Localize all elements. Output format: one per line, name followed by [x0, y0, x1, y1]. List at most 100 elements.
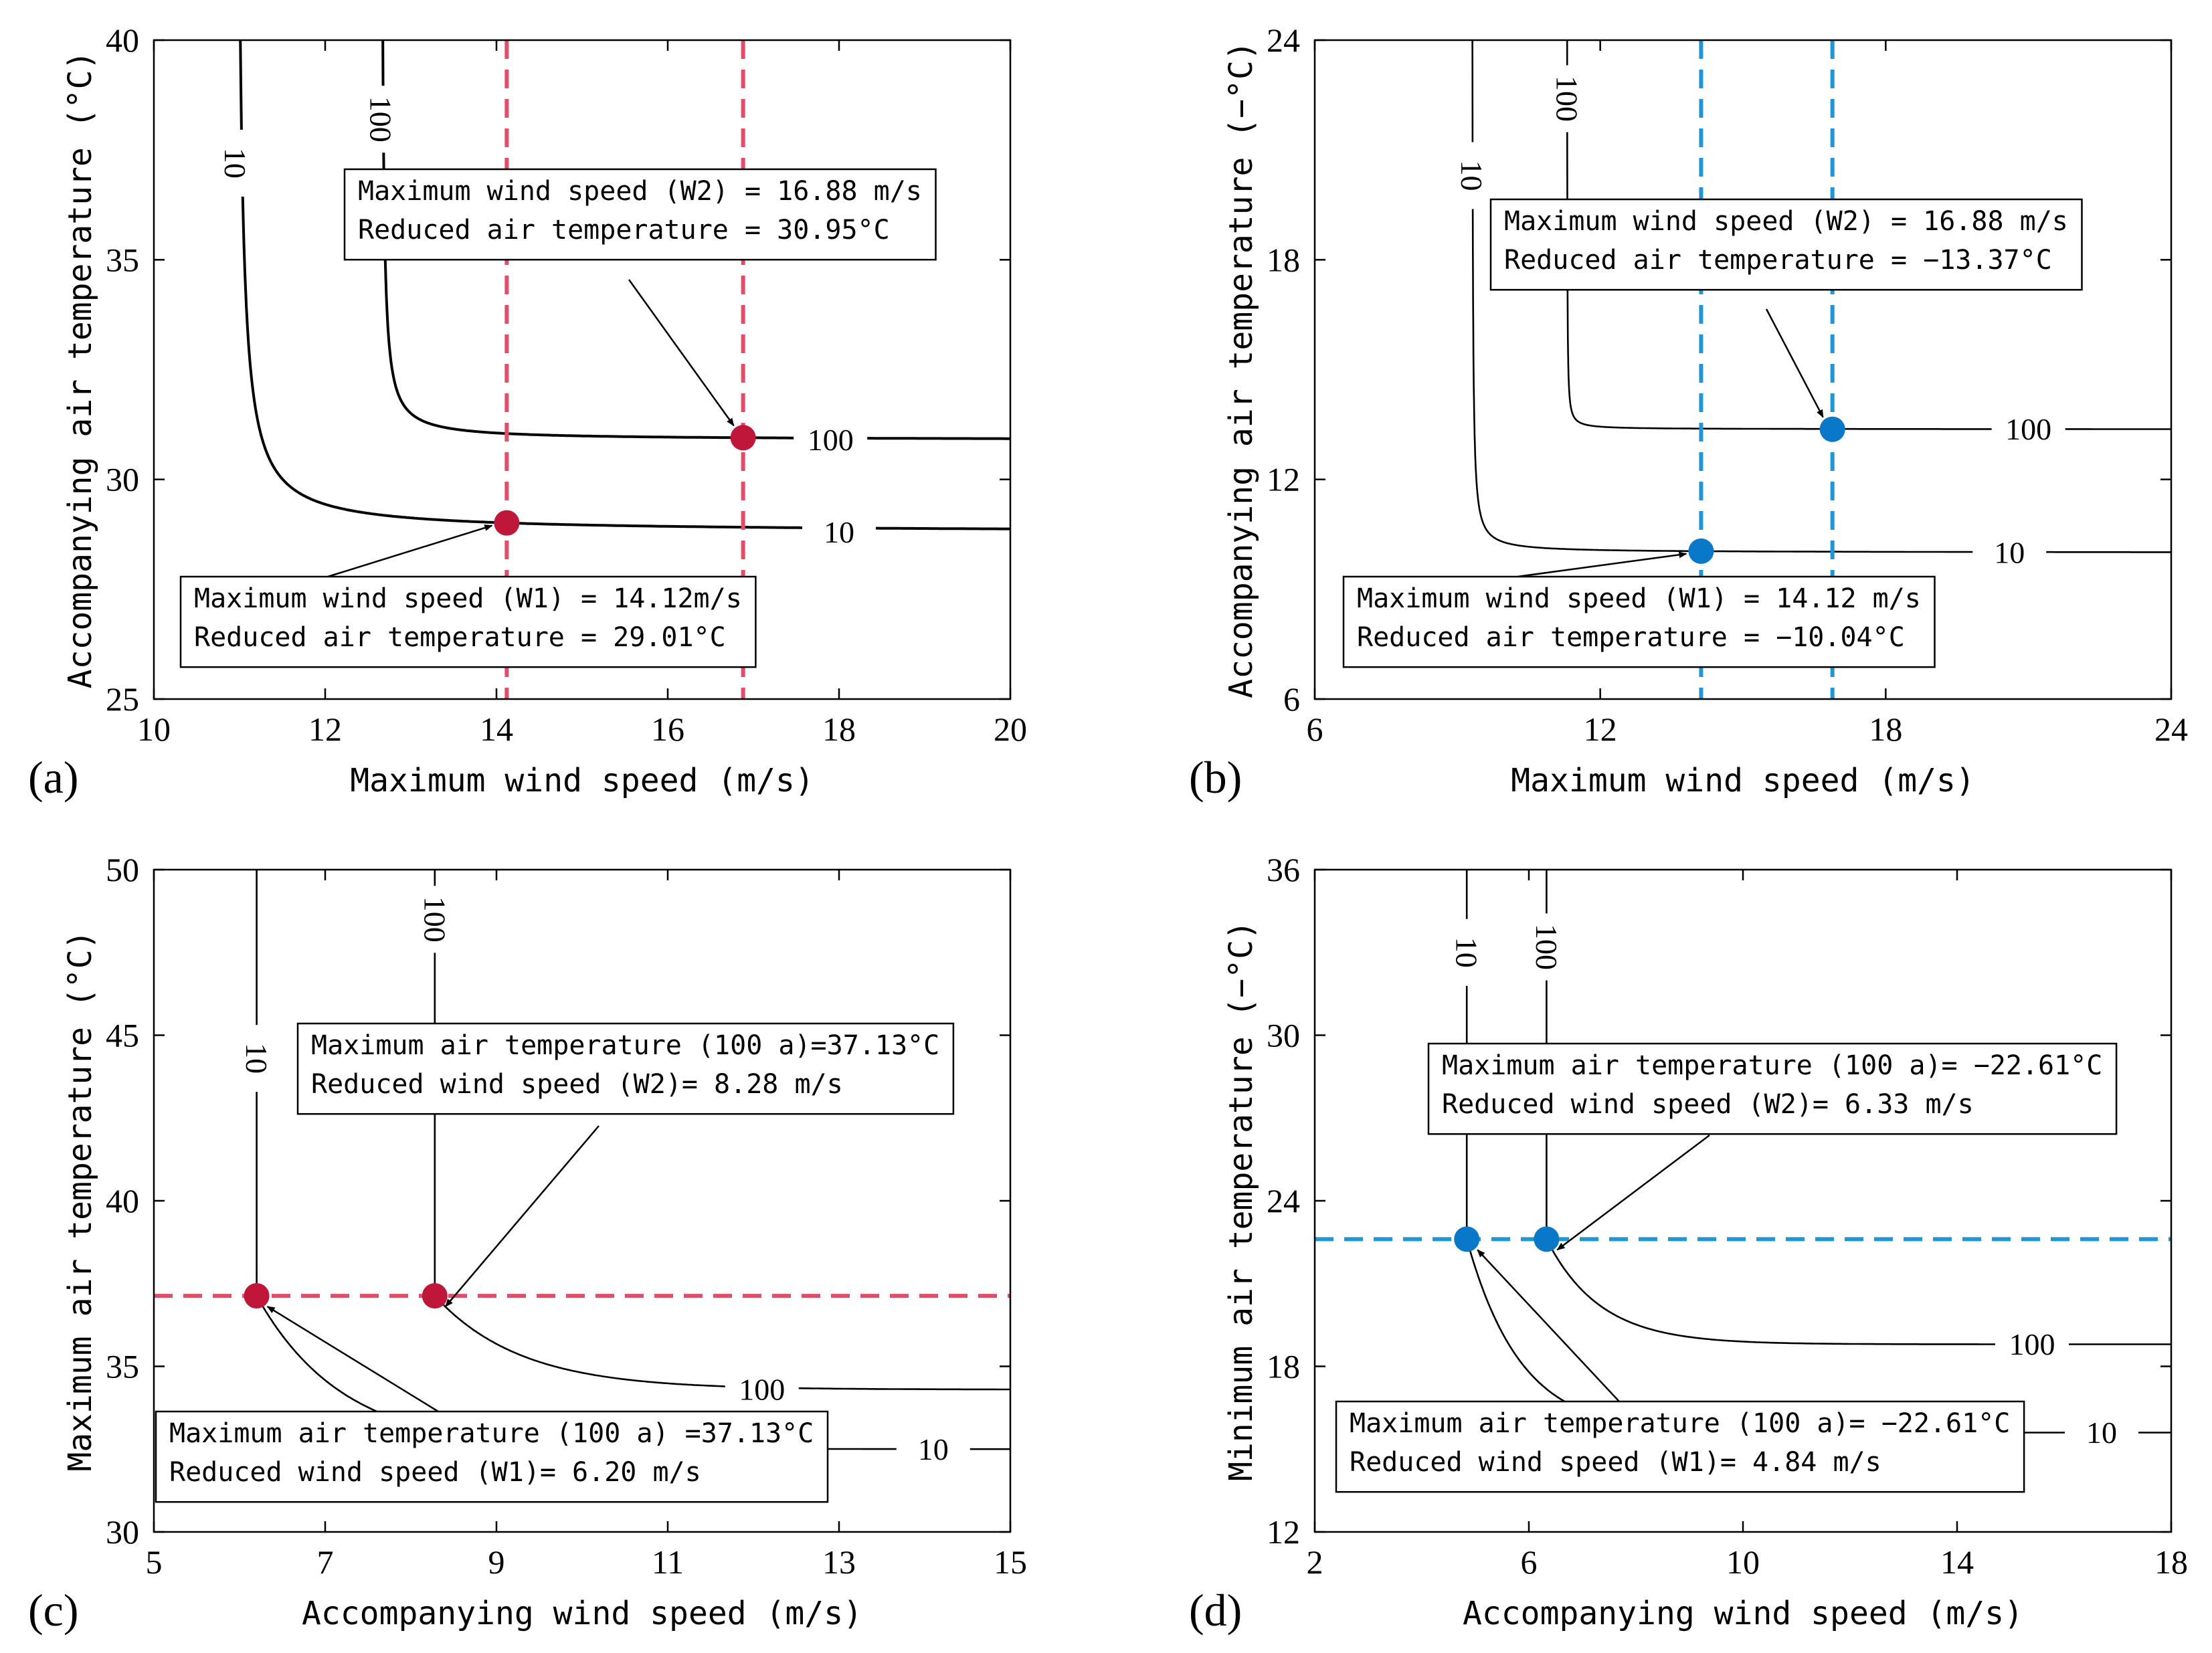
y-tick-label: 35 — [106, 1348, 139, 1385]
contour-label-gap — [1991, 411, 2065, 447]
contour-label-right-100: 100 — [739, 1373, 785, 1407]
x-tick-label: 14 — [1940, 1543, 1974, 1581]
annotation-text: Reduced air temperature = 30.95°C — [358, 215, 890, 246]
annotation-text: Reduced wind speed (W1)= 6.20 m/s — [169, 1457, 701, 1488]
contour-label-right-10: 10 — [918, 1432, 949, 1466]
y-tick-label: 30 — [106, 461, 139, 498]
annotation-arrow — [628, 279, 735, 427]
x-tick-label: 12 — [308, 710, 342, 748]
annotation-text: Maximum wind speed (W2) = 16.88 m/s — [358, 176, 922, 207]
contour-group — [1465, 870, 2171, 1434]
y-tick-label: 24 — [1267, 21, 1300, 59]
x-tick-label: 12 — [1584, 710, 1617, 748]
panel-letter: (a) — [28, 752, 78, 803]
annotation-arrow — [1517, 551, 1687, 578]
contour-label-top-100: 100 — [364, 96, 398, 142]
x-tick-label: 10 — [1726, 1543, 1760, 1581]
contour-label-gap — [1449, 918, 1485, 986]
data-point — [1534, 1226, 1560, 1252]
y-tick-label: 12 — [1267, 461, 1300, 498]
annotation-text: Reduced air temperature = −10.04°C — [1357, 622, 1905, 653]
y-tick-label: 30 — [1267, 1017, 1300, 1054]
contour-label-right-10: 10 — [1994, 536, 2025, 570]
y-tick-label: 12 — [1267, 1513, 1300, 1551]
annotation-text: Maximum air temperature (100 a) =37.13°C — [169, 1418, 814, 1449]
data-point — [494, 510, 520, 536]
annotation-box — [1489, 198, 2083, 291]
annotation-arrow — [1765, 308, 1824, 418]
contour-label-gap — [417, 886, 452, 953]
contour-label-top-100: 100 — [1550, 76, 1584, 122]
contour-line-10 — [256, 870, 1010, 1450]
contour-label-right-100: 100 — [2009, 1327, 2055, 1361]
annotation-arrow — [327, 524, 493, 578]
y-tick-label: 40 — [106, 21, 139, 59]
annotation-text: Maximum air temperature (100 a)= −22.61°… — [1442, 1050, 2102, 1081]
x-tick-label: 13 — [822, 1543, 856, 1581]
x-axis-label: Maximum wind speed (m/s) — [1511, 762, 1975, 799]
panel-letter: (c) — [28, 1585, 78, 1636]
annotation-text: Reduced wind speed (W1)= 4.84 m/s — [1350, 1447, 1881, 1478]
axes-frame — [1313, 39, 2173, 700]
y-tick-label: 40 — [106, 1182, 139, 1220]
contour-label-gap — [1529, 913, 1564, 981]
contour-label-gap — [802, 514, 876, 550]
contour-label-right-100: 100 — [2005, 412, 2051, 446]
contour-label-gap — [363, 86, 399, 153]
y-tick-label: 24 — [1267, 1182, 1300, 1220]
data-point — [422, 1283, 448, 1309]
contour-label-top-100: 100 — [1530, 924, 1564, 970]
panel-letter: (d) — [1189, 1585, 1242, 1636]
annotation-box — [1335, 1400, 2025, 1493]
x-axis-label: Maximum wind speed (m/s) — [350, 762, 814, 799]
y-axis-label: Accompanying air temperature (°C) — [62, 51, 99, 689]
annotation-box — [343, 168, 937, 261]
contour-line-10 — [239, 40, 1010, 530]
x-tick-label: 16 — [651, 710, 684, 748]
annotation-text: Maximum wind speed (W2) = 16.88 m/s — [1504, 206, 2068, 237]
annotation-text: Reduced air temperature = −13.37°C — [1504, 245, 2052, 276]
y-tick-label: 36 — [1267, 851, 1300, 888]
contour-label-gap — [896, 1432, 970, 1467]
x-tick-label: 2 — [1307, 1543, 1323, 1581]
y-tick-label: 45 — [106, 1017, 139, 1054]
annotation-text: Maximum wind speed (W1) = 14.12 m/s — [1357, 583, 1921, 614]
contour-label-gap — [239, 1025, 274, 1092]
data-point — [244, 1283, 270, 1309]
contour-label-top-100: 100 — [418, 896, 452, 943]
x-tick-label: 6 — [1521, 1543, 1538, 1581]
x-tick-label: 18 — [2154, 1543, 2188, 1581]
contour-label-gap — [794, 422, 868, 458]
contour-label-top-10: 10 — [1450, 937, 1484, 968]
contour-label-right-10: 10 — [2086, 1416, 2117, 1450]
x-tick-label: 15 — [994, 1543, 1027, 1581]
x-tick-label: 10 — [137, 710, 171, 748]
panel-letter: (b) — [1189, 752, 1242, 803]
y-tick-label: 35 — [106, 241, 139, 278]
x-tick-label: 20 — [994, 710, 1027, 748]
y-tick-label: 18 — [1267, 1348, 1300, 1385]
contour-label-top-10: 10 — [218, 148, 252, 179]
data-point — [1454, 1226, 1480, 1252]
annotation-text: Reduced wind speed (W2)= 8.28 m/s — [311, 1069, 843, 1100]
annotation-text: Reduced air temperature = 29.01°C — [194, 622, 726, 653]
x-tick-label: 14 — [480, 710, 513, 748]
contour-label-gap — [217, 129, 253, 197]
data-point — [1688, 538, 1714, 564]
contour-group — [256, 870, 1010, 1450]
panel-b: 10 10 100 100 6 12 18 24 6 12 18 24 Maximum wind spe… — [1189, 21, 2188, 803]
data-point — [730, 425, 756, 451]
contour-line-10 — [1465, 870, 2171, 1434]
annotation-text: Maximum air temperature (100 a)=37.13°C — [311, 1030, 939, 1061]
annotation-text: Maximum air temperature (100 a)= −22.61°… — [1350, 1408, 2010, 1439]
annotation-box — [296, 1022, 955, 1115]
contour-label-gap — [1972, 535, 2047, 571]
y-tick-label: 50 — [106, 851, 139, 888]
contour-line-10 — [1471, 40, 2171, 553]
annotation-box — [179, 575, 757, 668]
annotation-arrow — [444, 1125, 600, 1307]
x-axis-label: Accompanying wind speed (m/s) — [1463, 1595, 2023, 1632]
y-tick-label: 30 — [106, 1513, 139, 1551]
x-axis-label: Accompanying wind speed (m/s) — [302, 1595, 862, 1632]
x-tick-label: 6 — [1307, 710, 1323, 748]
